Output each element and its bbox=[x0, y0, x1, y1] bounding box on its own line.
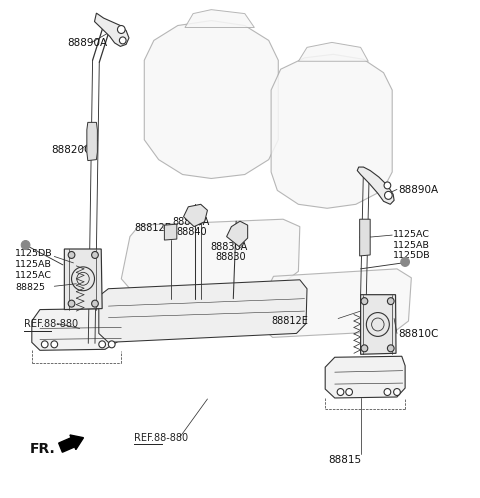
Text: 88820C: 88820C bbox=[51, 145, 91, 155]
Polygon shape bbox=[263, 269, 411, 338]
Text: 1125AC: 1125AC bbox=[393, 230, 430, 239]
Text: 88812E: 88812E bbox=[271, 316, 308, 326]
Text: REF.88-880: REF.88-880 bbox=[24, 320, 78, 330]
Text: 88812E: 88812E bbox=[135, 223, 171, 233]
Text: 1125DB: 1125DB bbox=[393, 251, 431, 260]
Text: FR.: FR. bbox=[29, 442, 55, 456]
Polygon shape bbox=[87, 123, 97, 160]
Circle shape bbox=[118, 25, 125, 33]
Polygon shape bbox=[144, 20, 278, 178]
Text: 88890A: 88890A bbox=[68, 38, 108, 48]
Polygon shape bbox=[360, 295, 396, 354]
Text: 88830: 88830 bbox=[215, 252, 246, 262]
Circle shape bbox=[120, 37, 126, 44]
Polygon shape bbox=[164, 224, 177, 240]
Circle shape bbox=[99, 341, 106, 348]
Text: 1125AC: 1125AC bbox=[15, 271, 52, 280]
Text: 1125AB: 1125AB bbox=[15, 260, 52, 269]
Circle shape bbox=[68, 251, 75, 258]
Circle shape bbox=[346, 388, 352, 395]
Polygon shape bbox=[121, 219, 300, 289]
Circle shape bbox=[108, 341, 115, 348]
Circle shape bbox=[394, 388, 400, 395]
Circle shape bbox=[21, 241, 30, 249]
Circle shape bbox=[51, 341, 58, 348]
Text: 88840: 88840 bbox=[177, 227, 207, 237]
Polygon shape bbox=[185, 9, 254, 27]
Circle shape bbox=[337, 388, 344, 395]
Circle shape bbox=[384, 388, 391, 395]
Text: 88815: 88815 bbox=[328, 455, 361, 465]
Circle shape bbox=[92, 251, 98, 258]
Polygon shape bbox=[271, 54, 392, 208]
Circle shape bbox=[387, 345, 394, 352]
Circle shape bbox=[387, 298, 394, 305]
Circle shape bbox=[401, 257, 409, 266]
Text: 88810C: 88810C bbox=[398, 329, 438, 340]
Circle shape bbox=[361, 345, 368, 352]
Circle shape bbox=[41, 341, 48, 348]
Text: 88840A: 88840A bbox=[172, 217, 209, 227]
Polygon shape bbox=[95, 13, 129, 46]
FancyArrow shape bbox=[59, 435, 84, 452]
Circle shape bbox=[384, 182, 391, 189]
Polygon shape bbox=[99, 280, 307, 342]
Polygon shape bbox=[357, 167, 394, 204]
Circle shape bbox=[384, 191, 392, 199]
Polygon shape bbox=[32, 309, 121, 350]
Text: 88830A: 88830A bbox=[210, 242, 248, 251]
Text: 88890A: 88890A bbox=[398, 185, 438, 195]
Text: 88825: 88825 bbox=[15, 283, 45, 292]
Text: REF.88-880: REF.88-880 bbox=[134, 433, 188, 443]
Circle shape bbox=[92, 300, 98, 307]
Polygon shape bbox=[183, 204, 207, 227]
Polygon shape bbox=[325, 356, 405, 398]
Circle shape bbox=[68, 300, 75, 307]
Circle shape bbox=[361, 298, 368, 305]
Polygon shape bbox=[227, 221, 248, 247]
Polygon shape bbox=[299, 42, 368, 61]
Polygon shape bbox=[360, 219, 370, 256]
Polygon shape bbox=[64, 249, 102, 310]
Text: 1125DB: 1125DB bbox=[15, 249, 53, 258]
Text: 1125AB: 1125AB bbox=[393, 241, 430, 249]
